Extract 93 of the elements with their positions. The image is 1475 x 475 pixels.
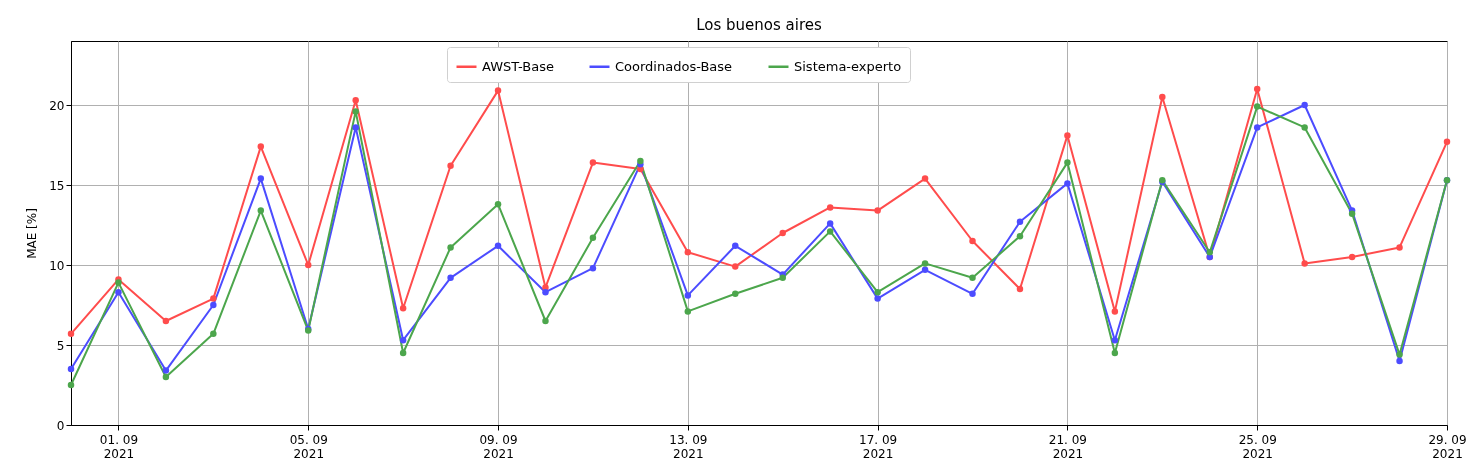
point xyxy=(589,159,597,166)
legend-label: Coordinados-Base xyxy=(615,58,733,74)
point xyxy=(1348,210,1356,218)
point xyxy=(1064,180,1071,187)
point xyxy=(732,263,739,270)
y-tick-label: 15 xyxy=(49,178,65,193)
point xyxy=(1253,85,1261,93)
point xyxy=(210,330,217,338)
point xyxy=(1301,101,1308,109)
point xyxy=(779,274,786,282)
point xyxy=(447,162,454,170)
point xyxy=(352,124,359,131)
point xyxy=(210,301,217,309)
x-tick-label: 21. 09 2021 xyxy=(1048,432,1087,461)
point xyxy=(589,234,597,242)
point xyxy=(67,330,75,338)
point xyxy=(1396,357,1403,365)
point xyxy=(1396,244,1403,251)
point xyxy=(969,237,976,245)
point xyxy=(305,261,312,269)
point xyxy=(826,228,834,235)
point xyxy=(874,295,881,302)
point xyxy=(732,242,739,250)
point xyxy=(1396,351,1403,358)
point xyxy=(1301,260,1308,267)
point xyxy=(399,336,407,344)
point xyxy=(1301,124,1308,131)
point xyxy=(779,229,786,237)
point xyxy=(684,308,692,315)
point xyxy=(921,260,929,267)
x-tick-label: 09. 09 2021 xyxy=(479,432,518,461)
point xyxy=(1206,248,1213,256)
point xyxy=(1159,93,1166,101)
point xyxy=(1253,103,1261,110)
point xyxy=(637,165,644,173)
y-tick-label: 5 xyxy=(56,338,65,353)
x-tick-label: 01. 09 2021 xyxy=(99,432,139,461)
legend-label: Sistema-experto xyxy=(794,58,902,74)
point xyxy=(874,207,881,214)
point xyxy=(162,367,170,374)
point xyxy=(1016,218,1024,226)
point xyxy=(494,200,502,208)
point xyxy=(447,244,454,251)
y-tick-label: 10 xyxy=(49,258,65,273)
point xyxy=(447,274,454,282)
point xyxy=(684,248,692,256)
y-axis-title: MAE [%] xyxy=(25,208,40,259)
point xyxy=(257,175,265,182)
y-tick-label: 0 xyxy=(56,418,65,433)
point xyxy=(969,274,976,282)
point xyxy=(921,175,929,182)
point xyxy=(1016,285,1024,293)
point xyxy=(352,96,359,104)
point xyxy=(589,264,597,272)
point xyxy=(921,266,929,274)
point xyxy=(399,349,407,357)
x-tick-label: 17. 09 2021 xyxy=(859,432,898,461)
point xyxy=(826,220,834,227)
x-tick-label: 29. 09 2021 xyxy=(1428,432,1467,461)
point xyxy=(115,288,122,296)
point xyxy=(1064,159,1071,166)
point xyxy=(684,292,692,299)
point xyxy=(352,108,359,115)
point xyxy=(1443,138,1451,146)
point xyxy=(162,373,170,381)
point xyxy=(399,304,407,312)
legend-label: AWST-Base xyxy=(482,58,554,74)
chart-title: Los buenos aires xyxy=(696,16,822,34)
point xyxy=(210,295,217,302)
point xyxy=(257,207,265,214)
point xyxy=(1064,132,1071,139)
point xyxy=(67,365,75,373)
point xyxy=(1016,232,1024,240)
point xyxy=(969,290,976,298)
x-tick-label: 25. 09 2021 xyxy=(1238,432,1277,461)
x-tick-label: 05. 09 2021 xyxy=(289,432,328,461)
point xyxy=(494,242,502,250)
point xyxy=(1111,308,1119,315)
point xyxy=(162,317,170,325)
point xyxy=(1253,124,1261,131)
x-tick-label: 13. 09 2021 xyxy=(669,432,708,461)
point xyxy=(874,288,881,296)
point xyxy=(494,87,502,94)
point xyxy=(257,143,265,150)
point xyxy=(1348,253,1356,261)
point xyxy=(732,290,739,298)
point xyxy=(67,381,75,389)
point xyxy=(542,288,549,296)
y-tick-label: 20 xyxy=(49,98,65,113)
point xyxy=(542,317,549,325)
point xyxy=(1111,349,1119,357)
point xyxy=(1111,336,1119,344)
point xyxy=(826,204,834,211)
